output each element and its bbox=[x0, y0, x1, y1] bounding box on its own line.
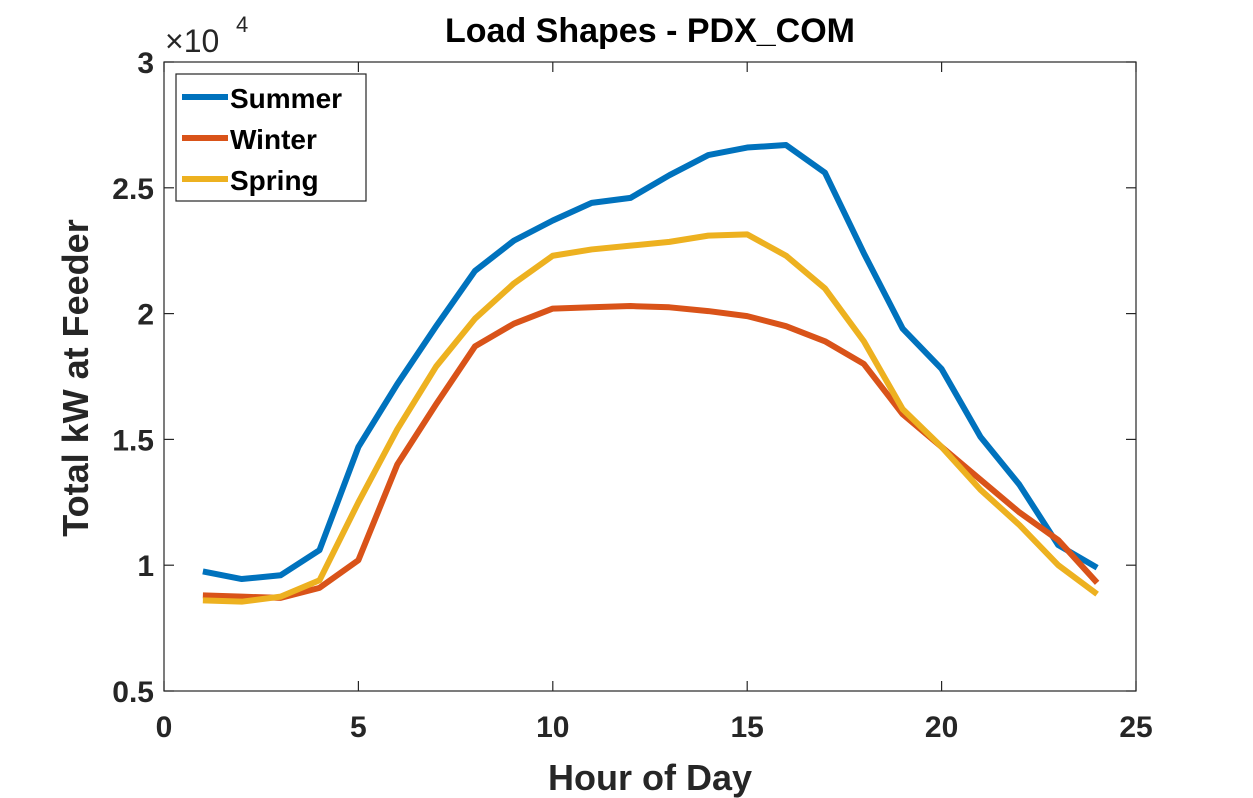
y-tick-label: 0.5 bbox=[112, 676, 154, 709]
x-tick-label: 20 bbox=[925, 711, 958, 744]
x-axis-tick-labels: 0 5 10 15 20 25 bbox=[156, 711, 1153, 744]
y-exponent-power: 4 bbox=[236, 12, 248, 37]
y-tick-label: 1 bbox=[137, 550, 154, 583]
y-exponent-base: ×10 bbox=[165, 23, 219, 59]
y-axis-exponent: ×10 4 bbox=[165, 12, 248, 59]
x-axis-label: Hour of Day bbox=[548, 757, 752, 798]
legend: Summer Winter Spring bbox=[175, 73, 367, 202]
legend-label-spring: Spring bbox=[230, 165, 319, 196]
chart-title: Load Shapes - PDX_COM bbox=[445, 12, 855, 50]
y-tick-label: 3 bbox=[137, 47, 154, 80]
series-lines bbox=[202, 142, 1100, 605]
y-axis-label: Total kW at Feeder bbox=[55, 219, 96, 536]
x-tick-label: 5 bbox=[350, 711, 367, 744]
y-tick-label: 2.5 bbox=[112, 173, 154, 206]
x-tick-label: 25 bbox=[1119, 711, 1152, 744]
plot-area-frame bbox=[163, 61, 1137, 692]
y-axis-ticks bbox=[164, 61, 1136, 692]
legend-label-winter: Winter bbox=[230, 124, 317, 155]
x-axis-ticks bbox=[163, 62, 1137, 691]
x-tick-label: 10 bbox=[536, 711, 569, 744]
x-tick-label: 15 bbox=[731, 711, 764, 744]
series-line-summer bbox=[202, 142, 1099, 583]
x-tick-label: 0 bbox=[156, 711, 173, 744]
y-axis-tick-labels: 0.5 1 1.5 2 2.5 3 bbox=[112, 47, 154, 709]
y-tick-label: 2 bbox=[137, 299, 154, 332]
legend-label-summer: Summer bbox=[230, 83, 342, 114]
y-tick-label: 1.5 bbox=[112, 424, 154, 457]
series-line-spring bbox=[202, 231, 1099, 605]
